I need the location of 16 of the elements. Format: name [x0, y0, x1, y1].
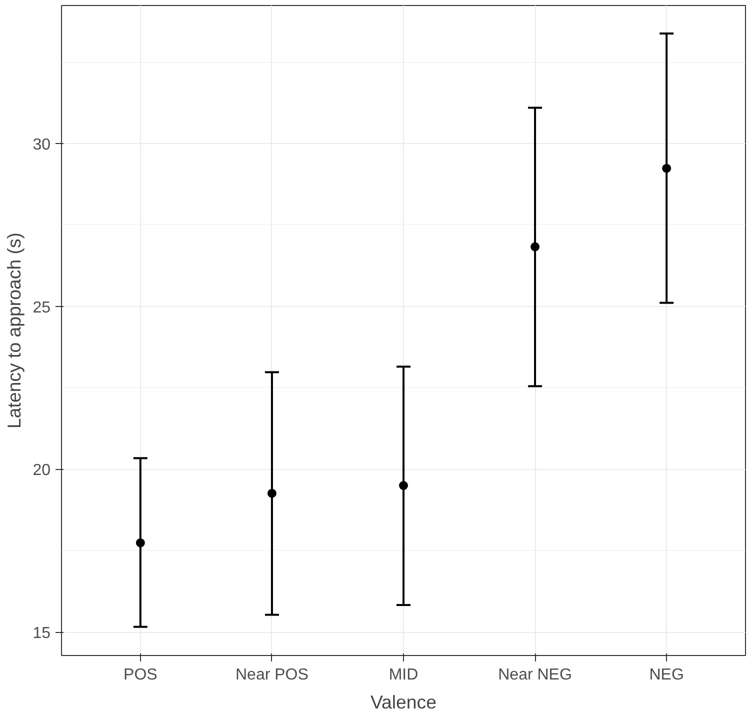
x-tick-label: MID [388, 666, 418, 684]
point [267, 488, 276, 498]
x-tick-label: NEG [649, 666, 684, 684]
y-tick-label: 20 [32, 462, 51, 480]
y-tick-label: 25 [32, 299, 51, 316]
y-axis-title: Latency to approach (s) [4, 232, 25, 428]
y-tick-label: 15 [32, 625, 51, 642]
point [662, 164, 672, 173]
x-tick-label: Near NEG [498, 666, 572, 684]
point [399, 481, 408, 490]
point [136, 538, 145, 548]
x-tick-label: POS [124, 666, 158, 684]
point [530, 242, 540, 252]
y-tick-label: 30 [32, 136, 51, 154]
x-axis-title: Valence [370, 692, 437, 712]
x-tick-label: Near POS [236, 666, 308, 684]
